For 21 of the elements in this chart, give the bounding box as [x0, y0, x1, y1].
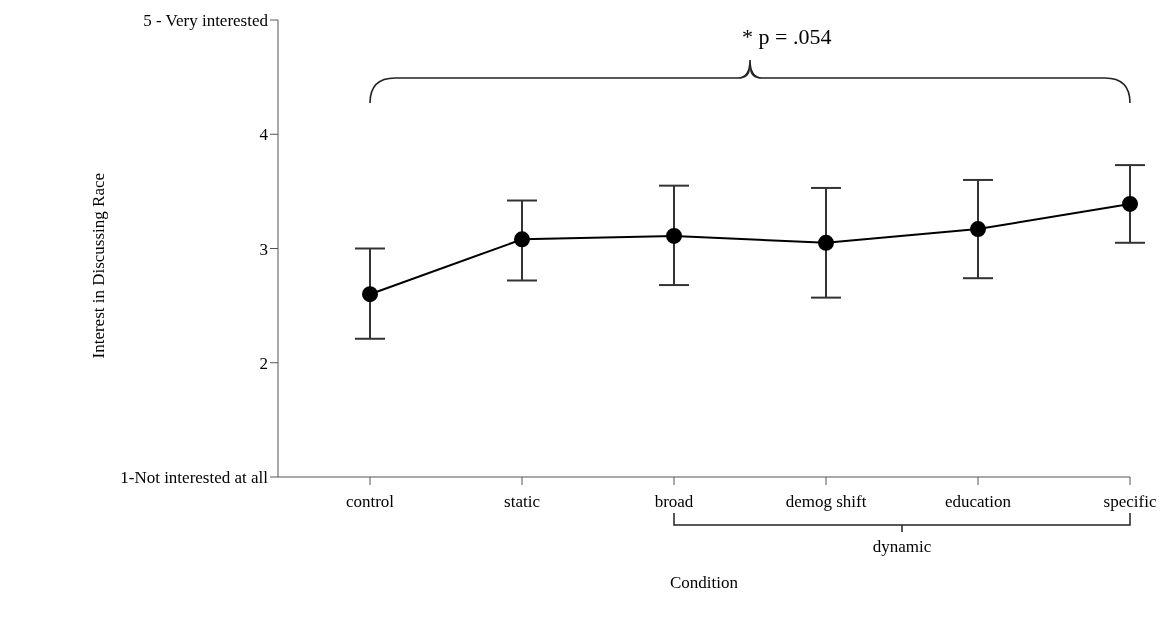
- x-tick-label: specific: [1103, 492, 1157, 512]
- x-axis-title: Condition: [669, 573, 739, 592]
- y-axis-title: Interest in Discussing Race: [89, 172, 109, 359]
- point: [818, 234, 834, 251]
- text: dynamic: [872, 537, 932, 556]
- x-tick-label: static: [504, 492, 541, 512]
- y-tick-label: 3: [259, 239, 268, 259]
- y-tick-label: 1-Not interested at all: [120, 468, 269, 488]
- x-tick-label: broad: [654, 492, 694, 512]
- y-tick-label: 4: [259, 125, 269, 145]
- x-tick-label: control: [345, 492, 395, 512]
- y-tick-label: 2: [259, 353, 268, 373]
- y-tick-label: 5 - Very interested: [143, 11, 269, 31]
- x-tick-label: education: [944, 492, 1012, 512]
- x-tick-label: demog shift: [785, 492, 867, 512]
- point: [362, 286, 378, 303]
- point: [1122, 195, 1138, 212]
- point: [970, 221, 986, 238]
- annotation: * p = .054: [742, 24, 832, 49]
- point: [514, 231, 530, 248]
- point: [666, 227, 682, 244]
